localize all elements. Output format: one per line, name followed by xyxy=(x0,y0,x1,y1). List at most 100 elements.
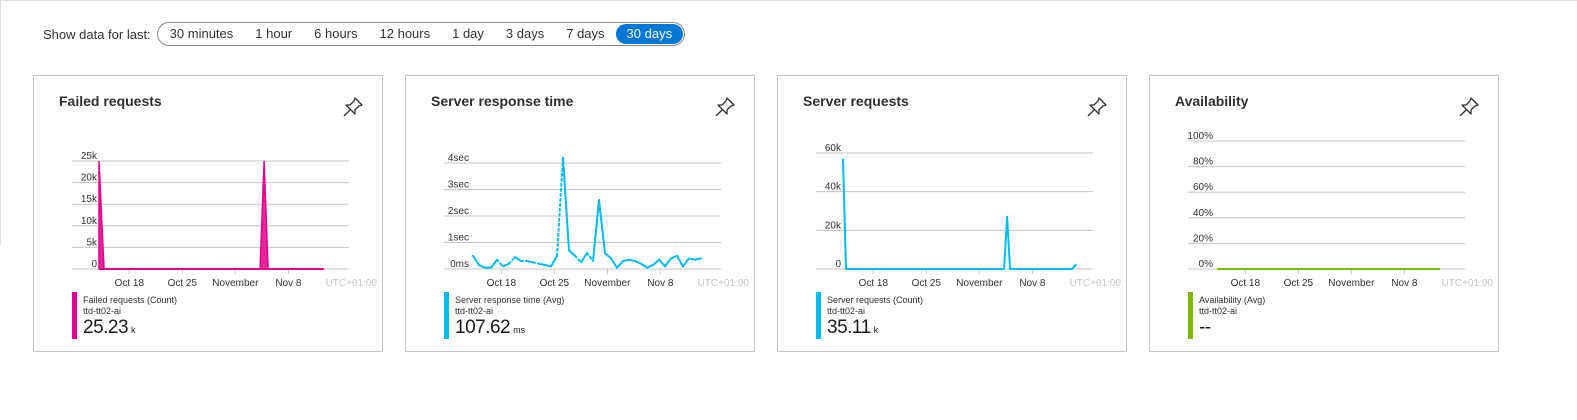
response-time-line-segment xyxy=(550,254,558,268)
pin-icon[interactable] xyxy=(342,96,364,118)
availability-card[interactable]: Availability 0% 20% 40% 60% 80% 100% Oct 18 Oct… xyxy=(1149,75,1499,352)
y-tick-label: 3sec xyxy=(448,180,469,191)
response-time-line-segment xyxy=(616,260,624,269)
y-tick-label: 40% xyxy=(1193,208,1213,219)
metric-value: 35.11 xyxy=(827,317,871,338)
failed-requests-chart: 0 5k 10k 15k 20k 25k Oct 18 Oct 25 November Nov 8… xyxy=(72,151,378,289)
response-time-line-segment xyxy=(664,257,672,268)
time-range-options: 30 minutes 1 hour 6 hours 12 hours 1 day… xyxy=(156,22,686,46)
time-option-12-hours[interactable]: 12 hours xyxy=(379,26,431,41)
y-tick-label: 0ms xyxy=(450,259,469,270)
x-tick-label: Oct 25 xyxy=(168,278,198,289)
server-requests-line xyxy=(842,158,1077,270)
time-option-3-days[interactable]: 3 days xyxy=(505,26,545,41)
response-time-line-segment xyxy=(670,254,678,260)
y-tick-label: 20k xyxy=(825,220,842,231)
metric-unit: k xyxy=(873,325,879,335)
timezone-label: UTC+01:00 xyxy=(698,278,750,289)
time-option-30-days[interactable]: 30 days xyxy=(615,24,684,44)
metric-unit: k xyxy=(131,325,136,335)
server-response-time-chart: 0ms 1sec 2sec 3sec 4sec Oct 18 Oct 25 November N… xyxy=(444,153,750,289)
y-tick-label: 0 xyxy=(91,259,97,270)
legend-metric-name: Server requests (Count) xyxy=(827,295,924,305)
time-range-selector: Show data for last: 30 minutes 1 hour 6 … xyxy=(43,22,686,46)
y-tick-label: 0% xyxy=(1199,259,1214,270)
y-tick-label: 60% xyxy=(1193,182,1213,193)
response-time-line-segment xyxy=(526,260,534,264)
time-option-30-minutes[interactable]: 30 minutes xyxy=(169,26,234,41)
response-time-line-segment xyxy=(622,258,630,263)
x-tick-label: Nov 8 xyxy=(275,278,302,289)
failed-requests-card[interactable]: Failed requests 0 5k 10k 15k 20k 25k Oct 18 Oct… xyxy=(33,75,383,352)
y-tick-label: 60k xyxy=(825,143,842,154)
time-option-1-day[interactable]: 1 day xyxy=(452,26,484,41)
time-option-7-days[interactable]: 7 days xyxy=(566,26,605,41)
x-tick-label: Oct 18 xyxy=(115,278,145,289)
legend-color-swatch xyxy=(444,292,449,339)
response-time-line-segment xyxy=(472,254,480,267)
y-tick-label: 80% xyxy=(1193,157,1213,168)
x-tick-label: November xyxy=(584,278,631,289)
legend-color-swatch xyxy=(72,292,77,339)
response-time-line-segment xyxy=(544,264,552,268)
response-time-line-segment xyxy=(508,256,516,265)
response-time-line-segment xyxy=(580,252,588,264)
legend-metric-name: Availability (Avg) xyxy=(1199,295,1266,305)
pin-icon[interactable] xyxy=(714,96,736,118)
response-time-line-segment xyxy=(568,249,576,257)
response-time-line-segment xyxy=(490,258,498,269)
y-tick-label: 20k xyxy=(81,173,98,184)
response-time-line-segment xyxy=(562,156,570,252)
response-time-line-segment xyxy=(682,257,690,268)
y-tick-label: 5k xyxy=(86,237,98,248)
response-time-line-segment xyxy=(502,262,510,268)
x-tick-label: Oct 18 xyxy=(859,278,889,289)
response-time-line-segment xyxy=(640,262,648,269)
legend-metric-name: Server response time (Avg) xyxy=(455,295,565,305)
time-option-6-hours[interactable]: 6 hours xyxy=(314,26,358,41)
time-option-1-hour[interactable]: 1 hour xyxy=(255,26,293,41)
pin-icon[interactable] xyxy=(1086,96,1108,118)
server-requests-card[interactable]: Server requests 0 20k 40k 60k Oct 18 Oct 25 No… xyxy=(777,75,1127,352)
response-time-line-segment xyxy=(514,256,522,263)
x-tick-label: Nov 8 xyxy=(1019,278,1046,289)
y-tick-label: 40k xyxy=(825,182,842,193)
x-tick-label: Oct 25 xyxy=(540,278,570,289)
response-time-line-segment xyxy=(604,252,612,260)
x-tick-label: Oct 25 xyxy=(912,278,942,289)
timezone-label: UTC+01:00 xyxy=(326,278,378,289)
y-tick-label: 1sec xyxy=(448,233,469,244)
top-divider xyxy=(0,0,1577,1)
card-title: Failed requests xyxy=(59,93,162,109)
y-tick-label: 20% xyxy=(1193,233,1213,244)
response-time-line-segment xyxy=(652,258,660,267)
legend-value: 107.62 ms xyxy=(455,317,525,339)
card-title: Availability xyxy=(1175,93,1249,109)
x-tick-label: Oct 25 xyxy=(1284,278,1314,289)
legend-resource-name: ttd-tt02-ai xyxy=(827,306,866,316)
metric-value: 107.62 xyxy=(455,317,511,338)
x-tick-label: Nov 8 xyxy=(647,278,674,289)
availability-chart: 0% 20% 40% 60% 80% 100% Oct 18 Oct 25 November No… xyxy=(1187,131,1493,289)
response-time-line-segment xyxy=(688,257,696,261)
x-tick-label: Oct 18 xyxy=(487,278,517,289)
legend-value: -- xyxy=(1199,317,1214,339)
y-tick-label: 0 xyxy=(835,259,841,270)
response-time-line-segment xyxy=(586,252,594,263)
response-time-line-segment xyxy=(574,254,582,264)
card-title: Server response time xyxy=(431,93,574,109)
response-time-line-segment xyxy=(598,199,606,255)
x-tick-label: Nov 8 xyxy=(1391,278,1418,289)
legend-value: 35.11 k xyxy=(827,317,878,339)
legend-color-swatch xyxy=(1188,292,1193,339)
y-tick-label: 100% xyxy=(1187,131,1213,142)
server-requests-chart: 0 20k 40k 60k Oct 18 Oct 25 November Nov 8 UTC+0… xyxy=(816,143,1122,289)
y-tick-label: 4sec xyxy=(448,153,469,164)
x-tick-label: November xyxy=(212,278,259,289)
metric-value: -- xyxy=(1199,317,1211,338)
timezone-label: UTC+01:00 xyxy=(1070,278,1122,289)
pin-icon[interactable] xyxy=(1458,96,1480,118)
server-response-time-card[interactable]: Server response time 0ms 1sec 2sec 3sec 4sec… xyxy=(405,75,755,352)
failed-requests-spike xyxy=(259,160,269,270)
x-tick-label: Oct 18 xyxy=(1231,278,1261,289)
